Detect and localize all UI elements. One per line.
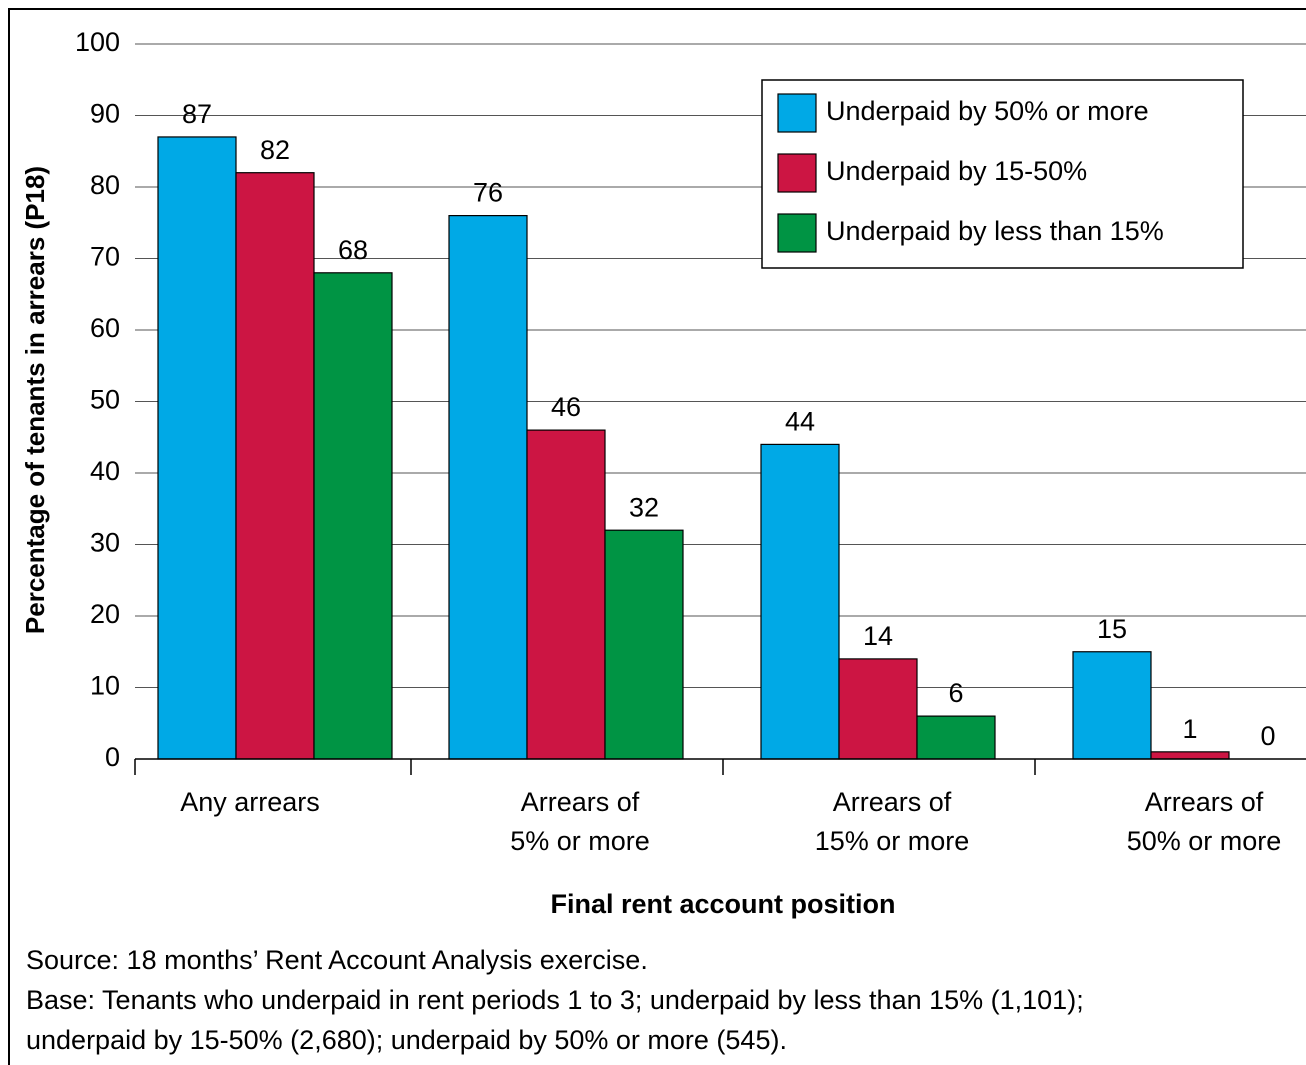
value-label: 68 xyxy=(338,235,368,265)
value-label: 0 xyxy=(1260,721,1275,751)
bar xyxy=(760,443,840,760)
value-label: 46 xyxy=(551,392,581,422)
bar xyxy=(526,429,606,760)
value-label: 87 xyxy=(182,99,212,129)
bar xyxy=(313,272,393,760)
source-note: Source: 18 months’ Rent Account Analysis… xyxy=(26,945,648,975)
base-note: Base: Tenants who underpaid in rent peri… xyxy=(26,985,1084,1055)
bar xyxy=(1072,651,1152,760)
value-label: 6 xyxy=(948,678,963,708)
y-tick-label: 90 xyxy=(90,99,120,129)
y-tick-label: 0 xyxy=(105,742,120,772)
y-tick-label: 10 xyxy=(90,671,120,701)
legend-label: Underpaid by 50% or more xyxy=(826,96,1149,126)
x-tick-label: Arrears of 15% or more xyxy=(814,787,970,856)
y-axis-title: Percentage of tenants in arrears (P18) xyxy=(20,166,50,634)
bar xyxy=(838,658,918,760)
y-tick-label: 80 xyxy=(90,170,120,200)
x-tick-label: Any arrears xyxy=(180,787,320,817)
x-tick-label: Arrears of 50% or more xyxy=(1126,787,1282,856)
value-label: 15 xyxy=(1097,614,1127,644)
value-label: 14 xyxy=(863,621,893,651)
y-tick-label: 30 xyxy=(90,528,120,558)
legend-swatch xyxy=(777,93,817,133)
bar xyxy=(235,172,315,760)
bar xyxy=(916,715,996,760)
bar xyxy=(1150,751,1230,760)
legend-swatch xyxy=(777,213,817,253)
value-label: 82 xyxy=(260,135,290,165)
legend-label: Underpaid by 15-50% xyxy=(826,156,1087,186)
legend-swatch xyxy=(777,153,817,193)
bar xyxy=(604,529,684,760)
y-tick-label: 100 xyxy=(75,27,120,57)
y-tick-label: 40 xyxy=(90,456,120,486)
bar xyxy=(448,215,528,760)
legend-box xyxy=(761,79,1244,269)
x-axis-title: Final rent account position xyxy=(550,889,895,919)
frame xyxy=(8,8,1306,1065)
y-tick-label: 50 xyxy=(90,385,120,415)
value-label: 1 xyxy=(1182,714,1197,744)
value-label: 44 xyxy=(785,407,815,437)
value-label: 76 xyxy=(473,178,503,208)
x-tick-label: Arrears of 5% or more xyxy=(510,787,650,856)
bar xyxy=(157,136,237,760)
legend-label: Underpaid by less than 15% xyxy=(826,216,1164,246)
value-label: 32 xyxy=(629,492,659,522)
y-tick-label: 60 xyxy=(90,313,120,343)
y-tick-label: 20 xyxy=(90,599,120,629)
y-tick-label: 70 xyxy=(90,242,120,272)
